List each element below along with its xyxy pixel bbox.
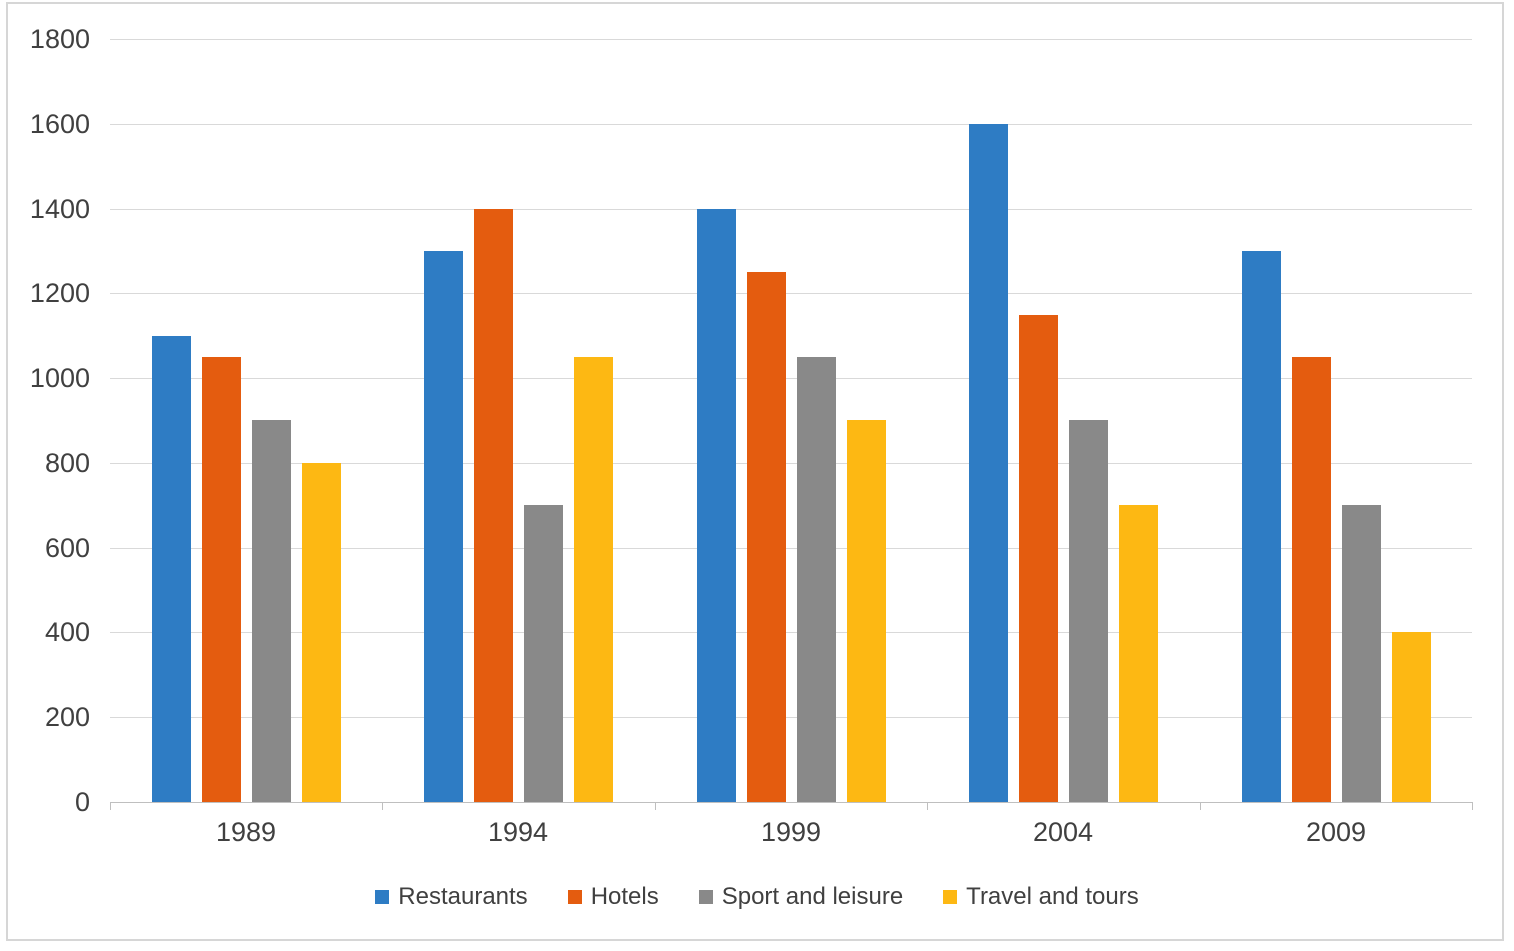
x-axis-tick [110, 802, 111, 810]
chart-border-frame [6, 2, 1504, 941]
legend-item-hotels: Hotels [567, 882, 659, 912]
legend-swatch-icon [698, 890, 713, 904]
y-axis-tick-label: 200 [44, 702, 90, 732]
legend-swatch-icon [375, 890, 390, 904]
y-gridline [110, 548, 1472, 549]
legend-label: Sport and leisure [721, 883, 904, 910]
y-gridline [110, 124, 1472, 125]
y-axis-tick-label: 400 [44, 617, 90, 647]
y-axis-tick-label: 1000 [29, 363, 90, 393]
legend-label: Hotels [590, 883, 659, 910]
y-axis-tick-label: 1600 [29, 109, 90, 139]
y-gridline [110, 632, 1472, 633]
legend-label: Travel and tours [966, 883, 1139, 910]
x-axis-category-label: 1994 [487, 817, 549, 847]
x-axis-category-label: 1989 [215, 817, 277, 847]
y-axis-tick-label: 1400 [29, 194, 90, 224]
y-gridline [110, 717, 1472, 718]
x-axis-category-label: 1999 [760, 817, 822, 847]
x-axis-line [110, 802, 1472, 803]
x-axis-tick [927, 802, 928, 810]
y-axis-tick-label: 600 [44, 533, 90, 563]
x-axis-tick [382, 802, 383, 810]
legend-swatch-icon [943, 890, 958, 904]
y-axis-tick-label: 1800 [29, 24, 90, 54]
chart-legend: Restaurants Hotels Sport and leisure Travel… [0, 882, 1514, 912]
legend-item-travel-and-tours: Travel and tours [943, 882, 1139, 912]
y-gridline [110, 293, 1472, 294]
legend-item-restaurants: Restaurants [375, 882, 528, 912]
x-axis-tick [1200, 802, 1201, 810]
y-gridline [110, 39, 1472, 40]
y-axis-tick-label: 0 [74, 787, 90, 817]
x-axis-tick [1472, 802, 1473, 810]
x-axis-category-label: 2009 [1305, 817, 1367, 847]
y-gridline [110, 463, 1472, 464]
y-axis-tick-label: 800 [44, 448, 90, 478]
y-axis-tick-label: 1200 [29, 278, 90, 308]
x-axis-category-label: 2004 [1032, 817, 1094, 847]
y-gridline [110, 209, 1472, 210]
y-gridline [110, 378, 1472, 379]
x-axis-tick [655, 802, 656, 810]
legend-label: Restaurants [398, 883, 528, 910]
legend-item-sport-and-leisure: Sport and leisure [698, 882, 904, 912]
legend-swatch-icon [567, 890, 582, 904]
